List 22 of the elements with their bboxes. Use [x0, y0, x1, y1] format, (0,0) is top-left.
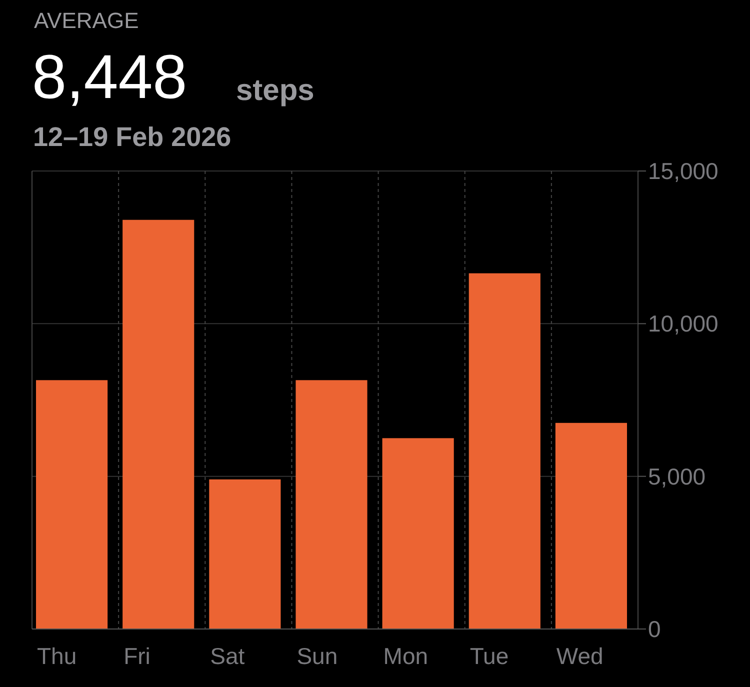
x-tick-label: Wed [556, 643, 604, 669]
x-tick-label: Mon [383, 643, 428, 669]
bar [122, 220, 194, 629]
y-tick-label: 10,000 [648, 310, 718, 337]
text: steps [236, 74, 314, 107]
x-tick-label: Tue [470, 643, 509, 669]
x-tick-label: Sat [210, 643, 246, 669]
bar [468, 273, 540, 629]
x-tick-label: Thu [37, 643, 77, 669]
y-tick-label: 15,000 [648, 158, 718, 184]
x-tick-label: Sun [296, 643, 338, 669]
chart-title: AVERAGE [34, 8, 139, 33]
x-tick-label: Fri [124, 643, 150, 669]
bar [36, 380, 108, 629]
bar [555, 422, 627, 629]
y-tick-label: 0 [648, 616, 661, 642]
bar [296, 380, 368, 629]
text: 8,448 [32, 43, 188, 112]
chart-subtitle: 12–19 Feb 2026 [33, 122, 232, 152]
bar [209, 479, 281, 629]
y-tick-label: 5,000 [648, 463, 706, 490]
bar [382, 438, 454, 629]
